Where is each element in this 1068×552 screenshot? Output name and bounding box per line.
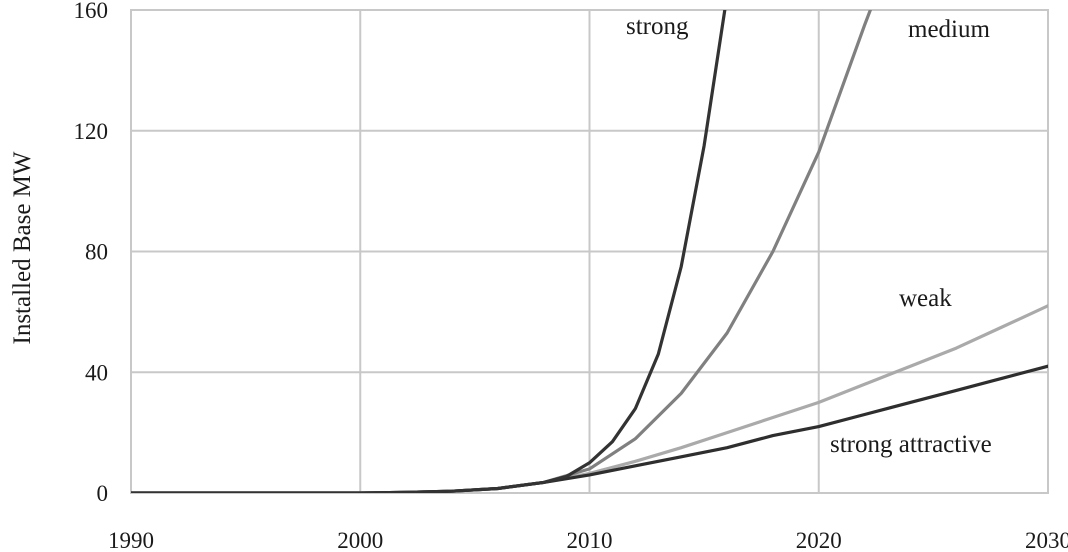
- y-tick-label: 160: [74, 0, 109, 23]
- series-label-medium: medium: [908, 16, 990, 43]
- series-label-strong: strong: [626, 13, 689, 40]
- series-line-strong-attractive: [131, 364, 1048, 493]
- x-tick-label: 1990: [108, 528, 154, 552]
- y-tick-label: 120: [74, 119, 109, 144]
- y-tick-label: 40: [85, 360, 108, 385]
- y-tick-label: 80: [85, 240, 108, 265]
- x-tick-label: 2000: [337, 528, 383, 552]
- x-tick-label: 2020: [796, 528, 842, 552]
- x-tick-label: 2010: [567, 528, 613, 552]
- x-tick-label: 2030: [1025, 528, 1068, 552]
- series-label-weak: weak: [899, 285, 952, 312]
- y-axis-label: Installed Base MW: [9, 151, 36, 344]
- grid: [130, 9, 1049, 494]
- y-tick-label: 0: [97, 481, 109, 506]
- plot-frame: [130, 9, 1049, 494]
- series-label-strong-attractive: strong attractive: [830, 431, 992, 458]
- axis-ticks: 1990 2000 2010 2020 2030 0 40 80 120 160: [74, 0, 1068, 552]
- series-line-strong: [131, 10, 727, 493]
- series-group: [131, 10, 1048, 493]
